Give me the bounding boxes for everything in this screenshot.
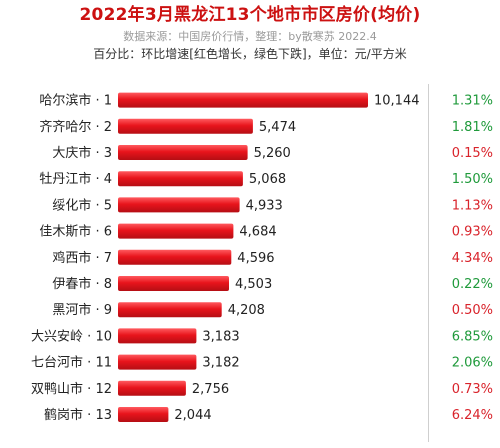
mom-change-label: 4.34%	[452, 251, 493, 266]
value-label: 4,208	[228, 303, 265, 318]
category-label: 大庆市 · 3	[52, 145, 112, 161]
bar	[118, 197, 240, 213]
mom-change-label: 1.31%	[452, 94, 493, 109]
bar	[118, 145, 248, 160]
value-label: 4,933	[246, 198, 283, 213]
mom-change-label: 2.06%	[452, 356, 493, 371]
bar	[118, 328, 197, 344]
bar	[118, 354, 197, 370]
bar	[118, 171, 243, 187]
bar	[118, 276, 229, 291]
mom-change-label: 0.93%	[452, 225, 493, 240]
mom-change-label: 0.50%	[452, 303, 493, 318]
category-label: 绥化市 · 5	[52, 197, 112, 213]
category-label: 牡丹江市 · 4	[39, 171, 112, 187]
percent-column-divider	[428, 84, 429, 442]
category-label: 七台河市 · 11	[31, 355, 112, 371]
mom-change-label: 0.73%	[452, 382, 493, 397]
value-label: 5,068	[249, 172, 286, 187]
mom-change-label: 6.24%	[452, 408, 493, 423]
category-label: 鹤岗市 · 13	[44, 407, 112, 423]
value-label: 4,503	[235, 277, 272, 292]
chart-note: 百分比：环比增速[红色增长，绿色下跌]，单位：元/平方米	[93, 47, 407, 61]
bar	[118, 92, 368, 108]
bar	[118, 302, 222, 318]
value-label: 3,182	[202, 356, 239, 371]
bar	[118, 118, 253, 134]
value-label: 2,756	[192, 382, 229, 397]
value-label: 5,260	[254, 146, 291, 161]
mom-change-label: 0.22%	[452, 277, 493, 292]
mom-change-label: 1.81%	[452, 120, 493, 135]
value-label: 4,596	[237, 251, 274, 266]
chart-title: 2022年3月黑龙江13个地市市区房价(均价)	[79, 5, 421, 25]
value-label: 2,044	[174, 408, 211, 423]
bar	[118, 223, 234, 239]
value-label: 5,474	[259, 120, 296, 135]
mom-change-label: 1.50%	[452, 172, 493, 187]
mom-change-label: 0.15%	[452, 146, 493, 161]
category-label: 哈尔滨市 · 1	[39, 93, 112, 109]
category-label: 伊春市 · 8	[52, 276, 112, 292]
value-label: 3,183	[202, 329, 239, 344]
category-label: 佳木斯市 · 6	[39, 224, 112, 240]
category-label: 齐齐哈尔 · 2	[39, 119, 112, 135]
category-label: 大兴安岭 · 10	[31, 329, 112, 344]
mom-change-label: 6.85%	[452, 329, 493, 344]
category-label: 双鸭山市 · 12	[31, 381, 112, 397]
bar	[118, 407, 169, 422]
bar	[118, 249, 232, 265]
value-label: 4,684	[239, 225, 276, 240]
bar	[118, 380, 186, 396]
chart-source: 数据来源：中国房价行情，整理：by散寒苏 2022.4	[123, 30, 377, 43]
value-label: 10,144	[374, 94, 420, 109]
mom-change-label: 1.13%	[452, 198, 493, 213]
category-label: 黑河市 · 9	[52, 302, 112, 318]
category-label: 鸡西市 · 7	[52, 250, 112, 266]
